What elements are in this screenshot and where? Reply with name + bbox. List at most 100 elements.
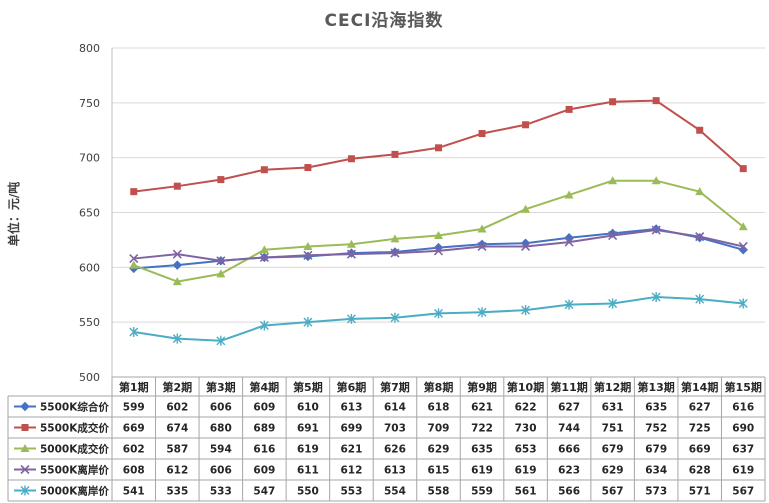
table-cell-value: 541	[123, 486, 145, 498]
data-point	[608, 176, 618, 185]
table-cell-value: 567	[732, 486, 754, 498]
table-cell-value: 533	[210, 486, 232, 498]
data-point	[651, 291, 661, 302]
x-category-label: 第14期	[681, 380, 718, 394]
table-cell-value: 550	[297, 486, 319, 498]
table-cell-value: 679	[602, 444, 624, 456]
data-point	[521, 204, 531, 213]
x-category-label: 第4期	[250, 380, 280, 394]
data-point	[130, 188, 138, 196]
data-point	[172, 333, 182, 344]
table-cell-value: 606	[210, 465, 232, 477]
data-point	[217, 176, 225, 184]
series-lines	[129, 97, 748, 346]
data-point	[20, 401, 30, 412]
data-point	[608, 298, 618, 309]
table-cell-value: 559	[471, 486, 493, 498]
x-category-label: 第6期	[337, 380, 367, 394]
table-cell-value: 699	[340, 423, 362, 435]
table-cell-value: 547	[253, 486, 275, 498]
data-point	[346, 249, 356, 259]
data-point	[695, 187, 705, 196]
data-point	[738, 222, 748, 231]
legend-series-name: 5000K成交价	[40, 443, 109, 456]
table-cell-value: 619	[732, 465, 754, 477]
table-cell-value: 612	[166, 465, 188, 477]
data-point	[347, 155, 355, 163]
data-point	[259, 245, 269, 254]
data-point	[433, 246, 444, 256]
series	[130, 97, 747, 196]
table-cell-value: 725	[689, 423, 711, 435]
y-axis-label: 单位：元/吨	[6, 182, 21, 246]
table-cell-value: 690	[732, 423, 754, 435]
data-point	[738, 241, 748, 252]
table-cell-value: 689	[253, 423, 275, 435]
table-cell-value: 573	[645, 486, 667, 498]
table-cell-value: 628	[689, 465, 711, 477]
table-cell-value: 635	[471, 444, 493, 456]
data-point	[695, 294, 705, 305]
table-cell-value: 626	[384, 444, 406, 456]
table-cell-value: 609	[253, 402, 275, 414]
table-cell-value: 635	[645, 402, 667, 414]
x-category-label: 第5期	[293, 380, 323, 394]
legend-series-name: 5500K离岸价	[40, 464, 109, 477]
series	[129, 176, 748, 286]
data-point	[20, 485, 30, 496]
table-cell-value: 571	[689, 486, 711, 498]
data-point	[390, 234, 400, 243]
table-cell-value: 587	[166, 444, 188, 456]
data-point	[346, 313, 356, 324]
table-cell-value: 666	[558, 444, 580, 456]
data-point	[172, 249, 182, 259]
table-cell-value: 612	[340, 465, 362, 477]
legend-series-name: 5000K离岸价	[40, 485, 109, 498]
table-cell-value: 618	[428, 402, 450, 414]
table-cell-value: 619	[515, 465, 537, 477]
data-point	[304, 164, 312, 172]
data-point	[173, 182, 181, 190]
table-cell-value: 623	[558, 465, 580, 477]
data-point	[477, 307, 487, 318]
table-cell-value: 669	[689, 444, 711, 456]
chart-title: CECI沿海指数	[325, 10, 444, 31]
data-point	[434, 308, 443, 319]
data-point	[652, 97, 660, 105]
series	[129, 291, 748, 346]
table-cell-value: 610	[297, 402, 319, 414]
data-point	[521, 241, 531, 252]
table-cell-value: 679	[645, 444, 667, 456]
table-cell-value: 703	[384, 423, 406, 435]
x-category-label: 第15期	[725, 380, 762, 394]
x-category-label: 第9期	[467, 380, 497, 394]
table-cell-value: 669	[123, 423, 145, 435]
data-point	[216, 256, 226, 266]
table-cell-value: 613	[340, 402, 362, 414]
data-point	[303, 250, 313, 260]
data-point	[477, 224, 487, 233]
data-point	[564, 237, 574, 247]
data-point	[564, 299, 574, 310]
legend-series-name: 5500K成交价	[40, 422, 109, 435]
table-cell-value: 709	[428, 423, 450, 435]
x-category-label: 第1期	[119, 380, 149, 394]
table-cell-value: 606	[210, 402, 232, 414]
data-point	[435, 144, 442, 152]
table-cell-value: 566	[558, 486, 580, 498]
table-cell-value: 680	[210, 423, 232, 435]
data-point	[434, 231, 443, 240]
x-category-label: 第13期	[638, 380, 675, 394]
x-category-label: 第10期	[507, 380, 544, 394]
table-cell-value: 634	[645, 465, 667, 477]
table-cell-value: 751	[602, 423, 624, 435]
table-cell-value: 599	[123, 402, 145, 414]
table-cell-value: 558	[428, 486, 450, 498]
data-point	[172, 277, 182, 286]
table-cell-value: 637	[732, 444, 754, 456]
table-cell-value: 622	[515, 402, 537, 414]
data-point	[216, 335, 226, 346]
data-point	[608, 230, 618, 241]
table-cell-value: 621	[340, 444, 362, 456]
data-point	[738, 298, 748, 309]
